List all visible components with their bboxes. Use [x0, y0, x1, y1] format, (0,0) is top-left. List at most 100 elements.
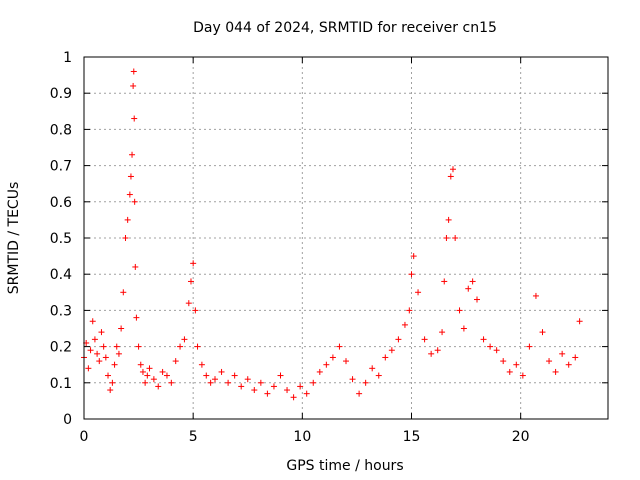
data-point: [408, 271, 415, 278]
data-point: [124, 216, 131, 223]
data-point: [135, 343, 142, 350]
data-point: [163, 372, 170, 379]
data-point: [406, 307, 413, 314]
data-point: [132, 263, 139, 270]
data-point: [349, 376, 356, 383]
y-tick-label: 0.4: [50, 267, 72, 283]
y-tick-label: 0.2: [50, 340, 72, 356]
data-point: [480, 336, 487, 343]
y-tick-label: 1: [63, 50, 72, 66]
data-point: [445, 216, 452, 223]
data-point: [460, 325, 467, 332]
data-point: [519, 372, 526, 379]
data-point: [109, 379, 116, 386]
y-tick-label: 0.5: [50, 231, 72, 247]
data-point: [559, 350, 566, 357]
data-point: [449, 166, 456, 173]
data-point: [212, 376, 218, 383]
data-point: [144, 372, 151, 379]
data-point: [576, 318, 583, 325]
x-tick-label: 5: [189, 429, 198, 445]
data-point: [303, 390, 310, 397]
data-point: [310, 379, 317, 386]
chart-title: Day 044 of 2024, SRMTID for receiver cn1…: [193, 20, 497, 36]
data-point: [129, 151, 136, 158]
data-series: [81, 68, 583, 401]
data-point: [194, 343, 201, 350]
y-tick-label: 0.9: [50, 86, 72, 102]
data-point: [452, 235, 459, 241]
data-point: [130, 68, 137, 75]
data-point: [126, 191, 133, 198]
data-point: [102, 354, 109, 361]
data-point: [118, 325, 125, 332]
y-tick-label: 0.8: [50, 122, 72, 138]
data-point: [98, 329, 105, 336]
x-tick-label: 20: [512, 429, 530, 445]
data-point: [388, 347, 395, 354]
grid-lines: [84, 57, 608, 419]
data-point: [244, 376, 251, 383]
data-point: [251, 387, 258, 394]
x-axis-label: GPS time / hours: [286, 458, 403, 474]
data-point: [231, 372, 238, 379]
data-point: [487, 343, 494, 350]
data-point: [526, 343, 533, 350]
y-axis-label: SRMTID / TECUs: [6, 182, 22, 295]
data-point: [552, 368, 559, 375]
data-point: [513, 361, 520, 368]
y-tick-label: 0.7: [50, 159, 72, 175]
data-point: [343, 358, 349, 365]
data-point: [130, 82, 137, 89]
data-point: [185, 300, 192, 307]
data-point: [181, 336, 188, 343]
data-point: [421, 336, 428, 343]
data-point: [142, 379, 149, 386]
data-point: [111, 361, 118, 368]
data-point: [539, 329, 546, 336]
data-point: [159, 368, 166, 375]
data-point: [192, 307, 199, 314]
plot-frame: [83, 56, 609, 420]
data-point: [447, 173, 454, 180]
data-point: [168, 379, 175, 386]
data-point: [434, 347, 441, 354]
data-point: [500, 358, 507, 365]
data-point: [94, 350, 101, 357]
data-point: [362, 379, 369, 386]
data-point: [238, 383, 245, 390]
data-point: [572, 354, 579, 361]
data-point: [187, 278, 194, 285]
data-point: [207, 379, 214, 386]
data-point: [439, 329, 446, 336]
data-point: [382, 354, 389, 361]
data-point: [177, 343, 184, 350]
data-point: [96, 358, 103, 365]
data-point: [277, 372, 284, 379]
y-axis-ticks: 0 0.1 0.2 0.3 0.4 0.5 0.6 0.7 0.8 0.9 1: [50, 50, 608, 428]
data-point: [257, 379, 264, 386]
data-point: [415, 289, 422, 296]
y-tick-label: 0.6: [50, 195, 72, 211]
data-point: [198, 361, 205, 368]
data-point: [122, 235, 129, 241]
data-point: [105, 372, 112, 379]
data-point: [120, 289, 127, 296]
data-point: [127, 173, 134, 180]
data-point: [401, 321, 408, 328]
x-tick-label: 0: [80, 429, 89, 445]
data-point: [91, 336, 98, 343]
data-point: [441, 278, 448, 285]
data-point: [329, 354, 336, 361]
data-point: [356, 390, 363, 397]
data-point: [131, 115, 138, 122]
data-point: [85, 365, 92, 372]
data-point: [316, 368, 323, 375]
data-point: [410, 253, 417, 260]
y-tick-label: 0: [63, 412, 72, 428]
data-point: [203, 372, 210, 379]
data-point: [428, 350, 435, 357]
data-point: [546, 358, 553, 365]
data-point: [100, 343, 107, 350]
data-point: [139, 368, 146, 375]
